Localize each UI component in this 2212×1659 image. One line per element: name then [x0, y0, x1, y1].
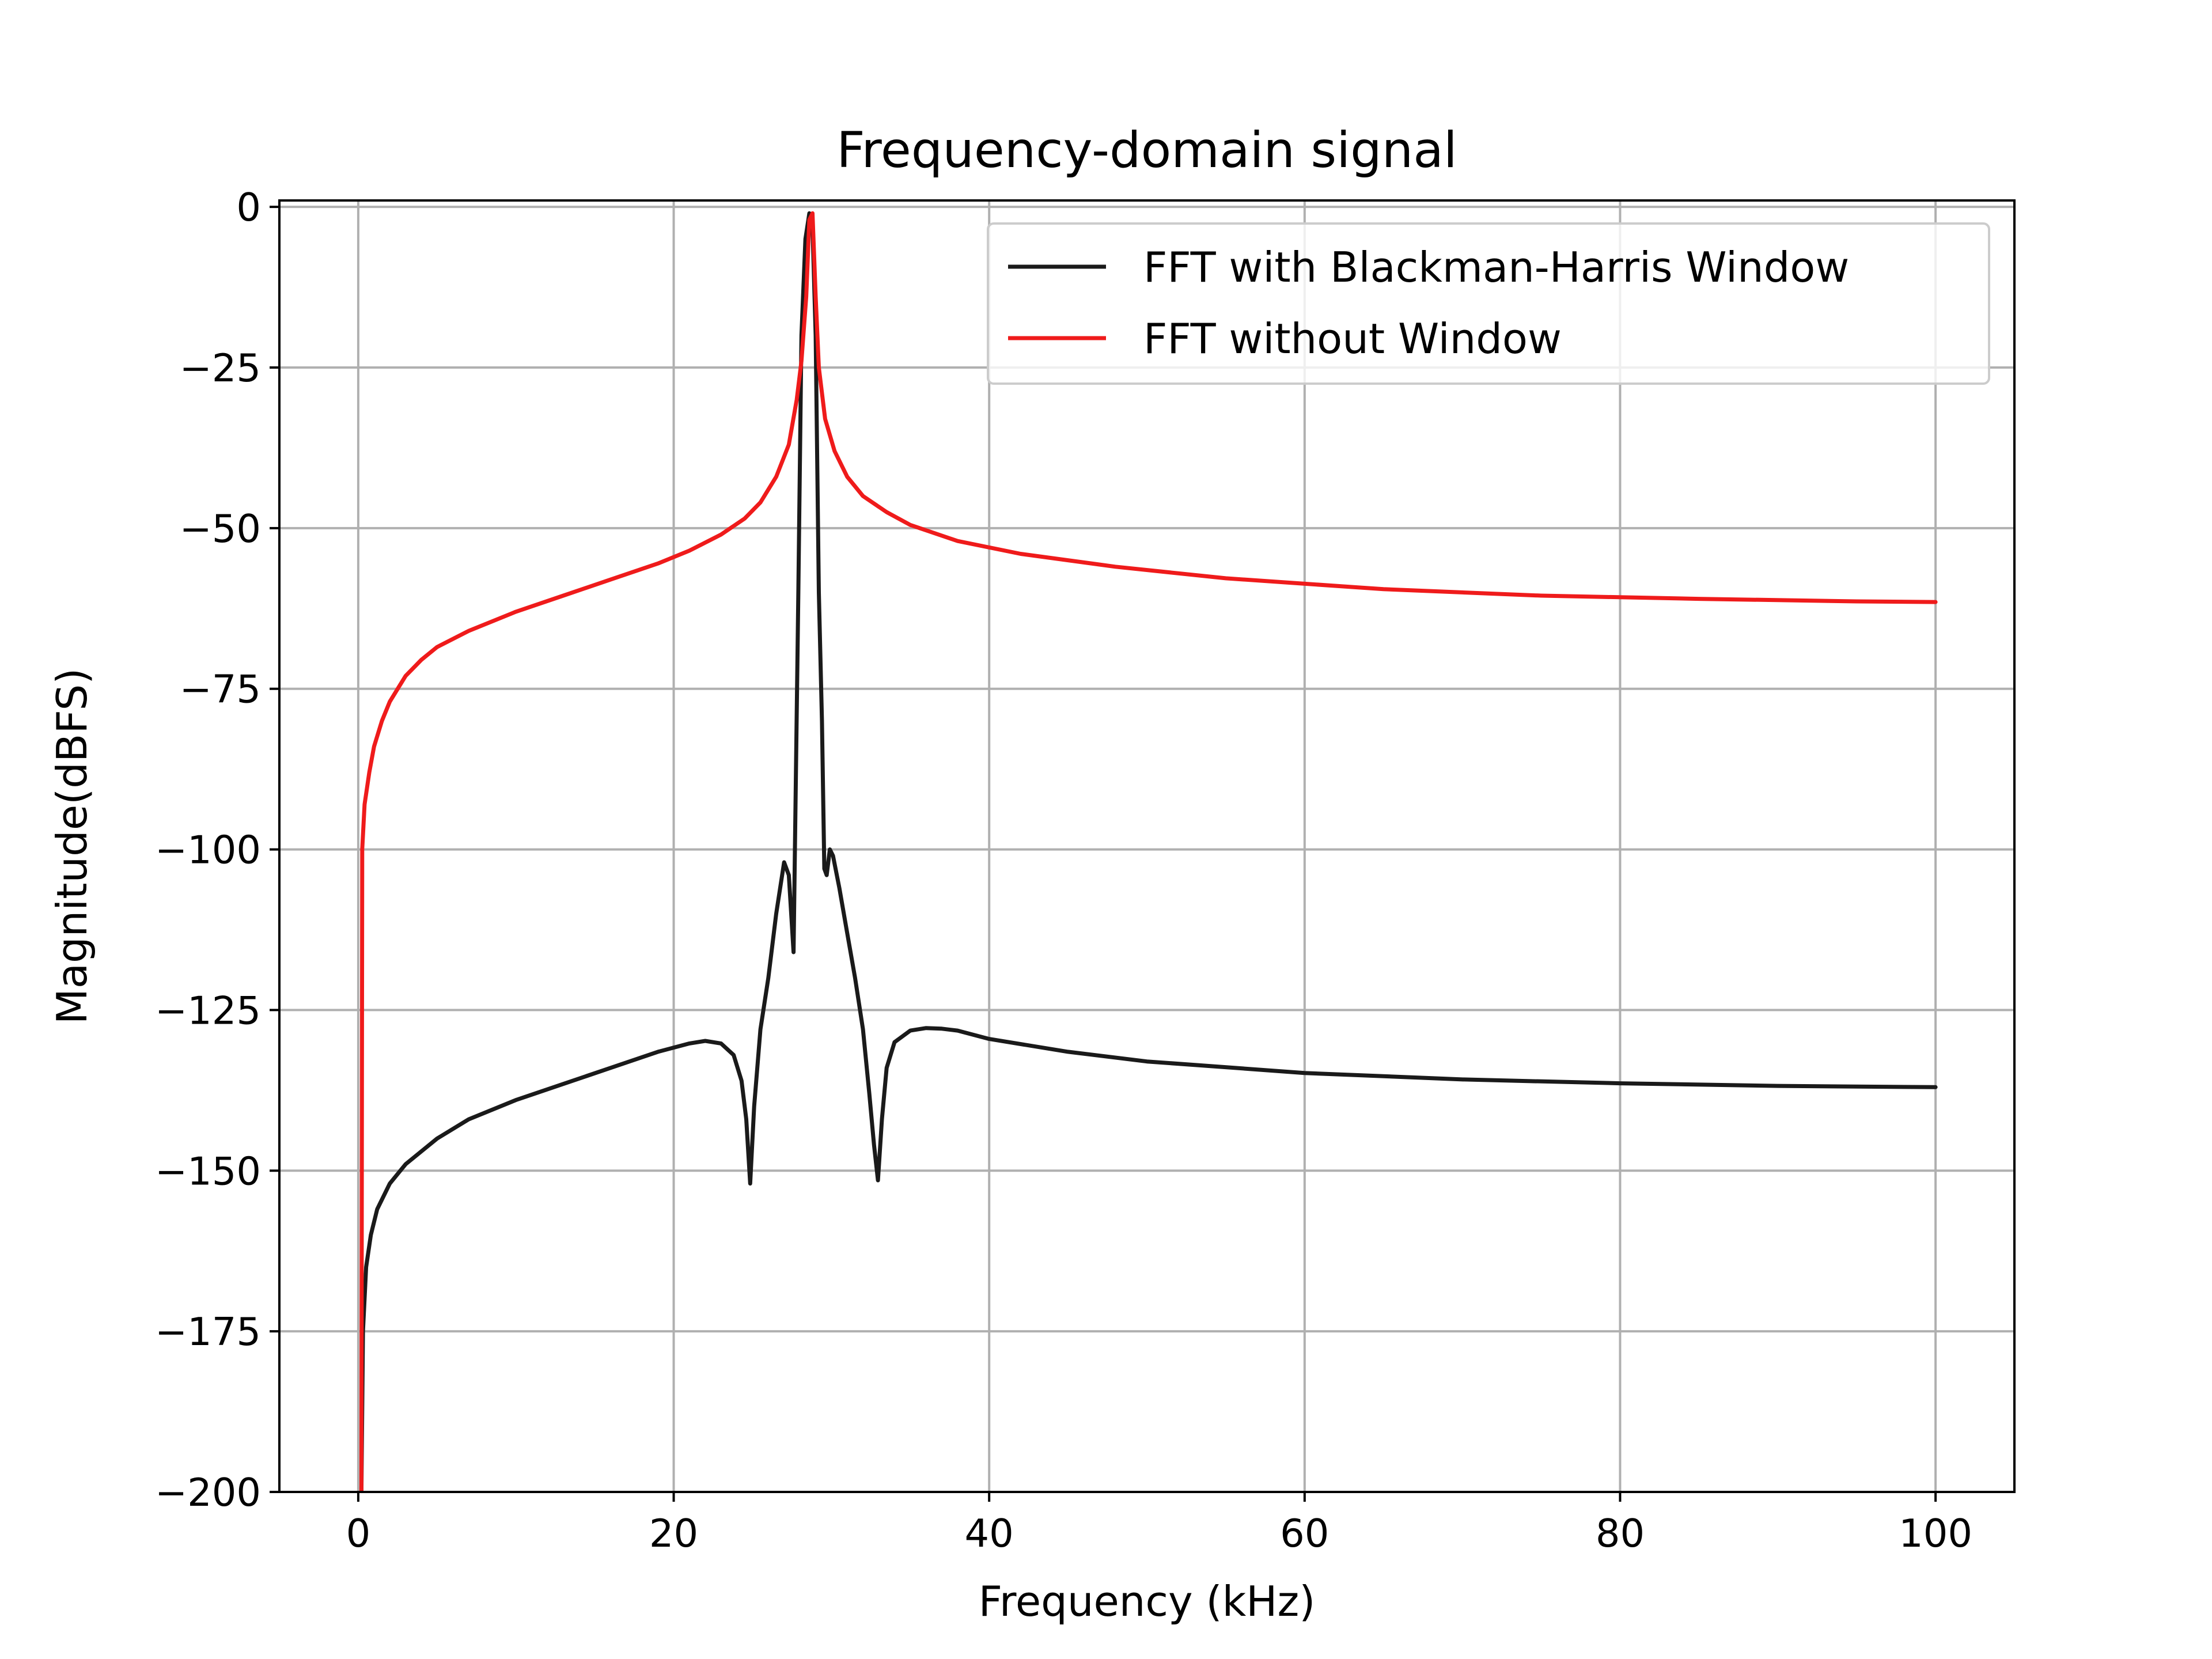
y-axis-label: Magnitude(dBFS): [48, 668, 96, 1025]
y-tick-label: −25: [180, 346, 261, 391]
series-line-2: [359, 211, 1938, 1492]
chart-title: Frequency-domain signal: [836, 122, 1457, 179]
plot-area: [359, 211, 1938, 1492]
y-tick-label: −50: [180, 506, 261, 551]
y-tick-label: −200: [155, 1470, 261, 1515]
y-tick-label: 0: [236, 185, 261, 230]
legend-label-1: FFT with Blackman-Harris Window: [1143, 243, 1849, 291]
legend-label-2: FFT without Window: [1143, 315, 1562, 363]
x-tick-label: 80: [1596, 1511, 1645, 1556]
x-tick-label: 60: [1280, 1511, 1329, 1556]
legend: FFT with Blackman-Harris Window FFT witho…: [987, 222, 1990, 385]
y-tick-label: −175: [155, 1309, 261, 1354]
x-tick-label: 100: [1899, 1511, 1972, 1556]
x-axis: 0 20 40 60 80 100: [346, 1492, 1972, 1556]
x-tick-label: 0: [346, 1511, 371, 1556]
y-tick-label: −75: [180, 667, 261, 712]
y-tick-label: −150: [155, 1149, 261, 1194]
y-tick-label: −100: [155, 828, 261, 873]
x-tick-label: 40: [965, 1511, 1014, 1556]
plot-frame: [278, 199, 2016, 1493]
series-group: [359, 211, 1938, 1492]
x-tick-label: 20: [649, 1511, 698, 1556]
x-axis-label: Frequency (kHz): [979, 1577, 1316, 1626]
y-tick-label: −125: [155, 988, 261, 1033]
y-axis: 0 −25 −50 −75 −100 −125 −150 −175 −200: [155, 185, 279, 1515]
legend-box: [987, 222, 1990, 385]
